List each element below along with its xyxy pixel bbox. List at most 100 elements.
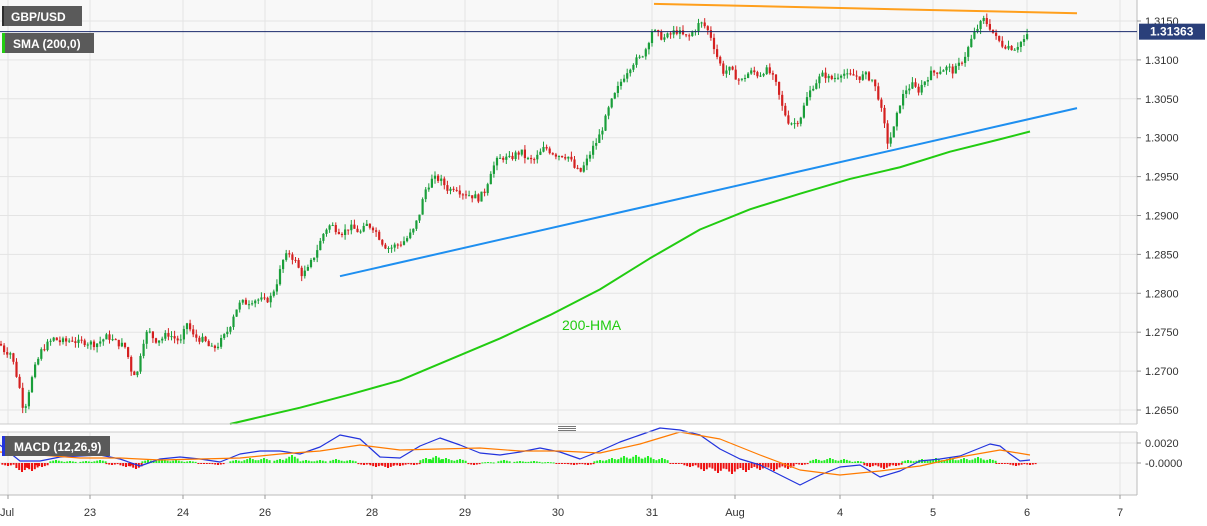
macd-histogram <box>1 455 1037 474</box>
macd-histogram-bar <box>503 460 505 463</box>
pane-resize-handle[interactable] <box>555 425 579 431</box>
macd-histogram-bar <box>719 463 722 471</box>
time-tick-label: 30 <box>552 507 564 519</box>
candle <box>368 223 371 230</box>
macd-tick-label: 0.0020 <box>1145 438 1179 450</box>
candle <box>151 331 154 343</box>
macd-histogram-bar <box>161 459 163 463</box>
macd-histogram-bar <box>273 460 276 463</box>
macd-histogram-bar <box>675 463 677 464</box>
macd-histogram-bar <box>478 463 481 465</box>
macd-histogram-bar <box>251 459 254 463</box>
macd-histogram-bar <box>960 459 963 463</box>
candle <box>164 330 167 341</box>
candle <box>173 330 176 344</box>
macd-histogram-bar <box>608 459 611 463</box>
candle <box>127 346 130 359</box>
candle <box>443 176 446 190</box>
macd-histogram-bar <box>680 463 683 464</box>
macd-histogram-bar <box>874 463 877 466</box>
candle <box>412 228 415 235</box>
candle <box>182 325 185 344</box>
macd-legend-box[interactable] <box>2 436 110 456</box>
macd-histogram-bar <box>823 460 826 463</box>
macd-histogram-bar <box>442 459 445 463</box>
candle <box>154 337 158 344</box>
sma-legend[interactable]: SMA (200,0) <box>2 33 94 53</box>
macd-histogram-bar <box>767 463 770 468</box>
macd-histogram-bar <box>484 462 487 464</box>
price-tick-label: 1.3100 <box>1145 55 1179 67</box>
macd-histogram-bar <box>177 460 180 463</box>
sma-legend-box[interactable] <box>2 33 94 53</box>
candle <box>920 80 923 96</box>
macd-histogram-bar <box>549 462 552 464</box>
candle <box>874 79 877 92</box>
macd-histogram-bar <box>897 463 900 466</box>
macd-histogram-bar <box>279 459 281 463</box>
candle <box>464 190 468 199</box>
macd-histogram-bar <box>407 463 410 465</box>
macd-histogram-bar <box>672 463 675 464</box>
macd-legend[interactable]: MACD (12,26,9) <box>2 436 110 456</box>
candle <box>145 329 148 349</box>
candle <box>728 66 731 75</box>
candle <box>579 167 582 173</box>
macd-histogram-bar <box>113 463 116 465</box>
candle <box>130 355 133 376</box>
candle <box>1007 40 1010 51</box>
macd-histogram-bar <box>900 463 903 465</box>
macd-histogram-bar <box>387 463 389 468</box>
candle <box>133 370 136 376</box>
candle <box>781 90 784 111</box>
macd-histogram-bar <box>895 463 897 466</box>
macd-histogram-bar <box>500 460 503 463</box>
candle <box>499 154 502 159</box>
symbol-legend-box[interactable] <box>2 6 82 26</box>
macd-histogram-bar <box>798 463 801 465</box>
candle <box>34 362 37 379</box>
candle <box>167 328 170 341</box>
candle <box>539 148 542 156</box>
macd-histogram-bar <box>335 459 337 463</box>
macd-histogram-bar <box>243 460 246 463</box>
candle <box>743 74 747 82</box>
candle <box>247 300 251 310</box>
candle <box>449 186 452 195</box>
candle <box>703 18 706 29</box>
candle <box>610 98 613 109</box>
macd-histogram-bar <box>1017 463 1020 466</box>
macd-lines <box>0 427 1031 486</box>
candle <box>213 344 216 352</box>
macd-histogram-bar <box>694 463 697 466</box>
macd-histogram-bar <box>237 460 240 463</box>
candle <box>226 326 229 338</box>
macd-histogram-bar <box>130 463 133 466</box>
candle <box>898 105 902 114</box>
macd-histogram-bar <box>708 463 711 468</box>
candle <box>511 152 514 161</box>
macd-histogram-bar <box>430 460 433 463</box>
macd-histogram-bar <box>613 459 616 463</box>
macd-histogram-bar <box>575 463 578 465</box>
candle <box>818 73 821 89</box>
overlay-lines <box>229 2 1078 425</box>
macd-histogram-bar <box>369 463 372 466</box>
macd-histogram-bar <box>307 460 310 463</box>
macd-histogram-bar <box>319 460 321 463</box>
time-tick-label: 7 <box>1117 507 1123 519</box>
candle <box>945 65 948 75</box>
macd-histogram-bar <box>725 463 728 470</box>
macd-histogram-bar <box>644 457 647 463</box>
macd-histogram-bar <box>552 462 555 464</box>
macd-histogram-bar <box>172 460 175 463</box>
macd-histogram-bar <box>413 463 415 465</box>
candle <box>821 70 824 77</box>
candle <box>40 347 43 361</box>
candle <box>96 343 99 353</box>
macd-histogram-bar <box>116 463 119 465</box>
symbol-legend[interactable]: GBP/USD <box>2 6 82 26</box>
candle <box>809 85 812 101</box>
macd-histogram-bar <box>470 463 473 465</box>
candle <box>433 171 437 184</box>
